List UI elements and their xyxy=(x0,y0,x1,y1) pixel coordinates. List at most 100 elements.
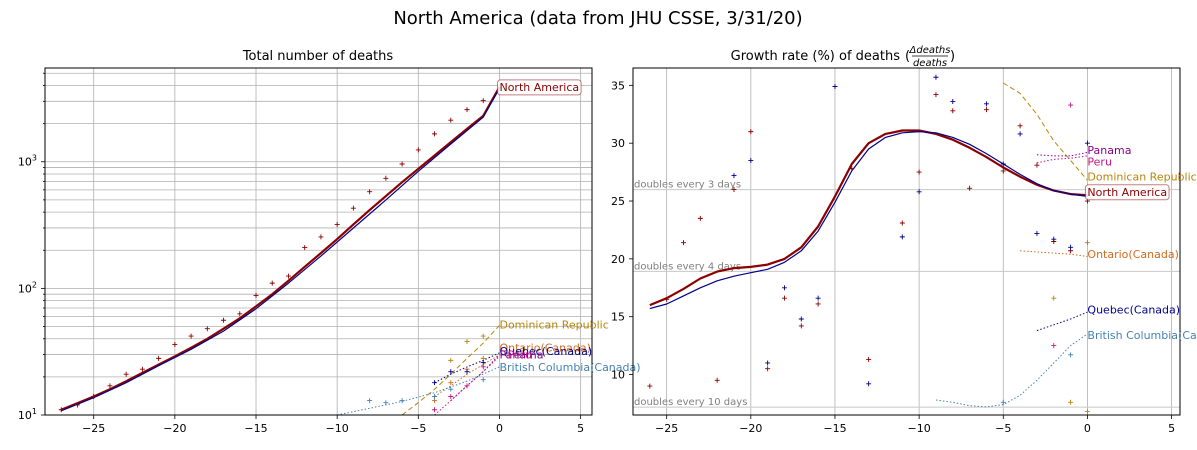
annotation-peru: Peru xyxy=(1087,156,1112,169)
y-tick-label: 20 xyxy=(611,253,625,266)
series-line-british-columbia-canada xyxy=(935,333,1088,408)
growth-rate-grid: doubles every 3 days doubles every 4 days… xyxy=(633,68,1180,415)
annotation-panama: Panama xyxy=(1087,144,1131,157)
data-marker-north-america xyxy=(204,326,210,332)
total-deaths-annotations: North America Dominican Republic Ontario(C… xyxy=(496,79,641,374)
data-marker-north-america xyxy=(448,117,454,123)
data-marker-north-america xyxy=(399,161,405,167)
data-marker-north-america-fit xyxy=(899,234,905,240)
series-line-dominican-republic xyxy=(1003,82,1088,181)
data-marker-north-america xyxy=(748,129,754,135)
data-marker-quebec-canada xyxy=(432,380,438,386)
data-marker-north-america xyxy=(302,245,308,251)
x-tick-label: −10 xyxy=(326,422,349,435)
data-marker-quebec-canada xyxy=(464,369,470,375)
total-deaths-plot xyxy=(58,86,501,415)
data-marker-british-columbia-canada xyxy=(1000,399,1006,405)
data-marker-north-america xyxy=(697,215,703,221)
data-marker-north-america xyxy=(74,402,80,408)
data-marker-dominican-republic xyxy=(464,339,470,345)
annotation-north-america: North America xyxy=(1087,186,1167,199)
data-marker-north-america-fit xyxy=(781,285,787,291)
reference-line-label: doubles every 10 days xyxy=(634,397,747,408)
series-line-north-america-fit xyxy=(60,88,501,412)
growth-rate-ticks: −25 −20 −15 −10 −5 0 5 10 15 20 25 30 35 xyxy=(611,79,1175,435)
data-marker-british-columbia-canada xyxy=(399,398,405,404)
data-marker-british-columbia-canada xyxy=(1068,352,1074,358)
growth-rate-title: Growth rate (%) of deaths xyxy=(731,49,901,64)
data-marker-north-america xyxy=(647,383,653,389)
data-marker-north-america-fit xyxy=(916,189,922,195)
data-marker-north-america-fit xyxy=(731,173,737,179)
data-marker-north-america-fit xyxy=(765,360,771,366)
series-line-peru xyxy=(434,356,500,415)
data-marker-north-america-fit xyxy=(748,158,754,164)
data-marker-dominican-republic xyxy=(1084,409,1090,415)
data-marker-north-america xyxy=(1017,123,1023,129)
reference-line-label: doubles every 4 days xyxy=(634,261,741,272)
y-tick-label: 30 xyxy=(611,137,625,150)
series-line-dominican-republic xyxy=(401,325,500,415)
y-tick-label: 102 xyxy=(18,280,37,295)
data-marker-north-america xyxy=(253,292,259,298)
x-tick-label: 0 xyxy=(1084,422,1091,435)
growth-rate-panel: Growth rate (%) of deaths ( Δdeaths deat… xyxy=(611,45,1197,435)
growth-rate-title-numerator: Δdeaths xyxy=(909,45,951,56)
series-line-panama xyxy=(1036,151,1088,157)
x-tick-label: −25 xyxy=(655,422,678,435)
annotation-box xyxy=(496,79,582,96)
data-marker-peru xyxy=(432,407,438,413)
total-deaths-title: Total number of deaths xyxy=(242,49,394,64)
y-tick-label: 103 xyxy=(18,154,37,169)
annotation-quebec-canada: Quebec(Canada) xyxy=(499,345,592,358)
x-tick-label: −5 xyxy=(995,422,1011,435)
x-tick-label: 5 xyxy=(1168,422,1175,435)
data-marker-north-america xyxy=(933,92,939,98)
annotation-dominican-republic: Dominican Republic xyxy=(499,318,608,331)
reference-line-label: doubles every 3 days xyxy=(634,180,741,191)
x-tick-label: −15 xyxy=(244,422,267,435)
data-marker-north-america xyxy=(731,186,737,192)
data-marker-north-america xyxy=(916,169,922,175)
y-tick-label: 15 xyxy=(611,311,625,324)
data-marker-north-america-fit xyxy=(1034,230,1040,236)
data-marker-north-america-fit xyxy=(866,381,872,387)
series-line-peru xyxy=(1036,155,1088,164)
growth-rate-frame xyxy=(632,67,1181,416)
data-marker-north-america-fit xyxy=(1084,140,1090,146)
data-marker-north-america xyxy=(383,175,389,181)
y-tick-label: 25 xyxy=(611,195,625,208)
series-line-north-america-fit xyxy=(649,131,1088,310)
data-marker-north-america xyxy=(1034,162,1040,168)
data-marker-north-america-fit xyxy=(1000,161,1006,167)
data-marker-peru xyxy=(464,383,470,389)
data-marker-north-america xyxy=(899,220,905,226)
data-marker-north-america xyxy=(91,393,97,399)
data-marker-north-america xyxy=(680,240,686,246)
growth-rate-title-paren-close: ) xyxy=(950,49,955,64)
data-marker-north-america-fit xyxy=(983,101,989,107)
y-tick-label: 35 xyxy=(611,79,625,92)
data-marker-north-america-fit xyxy=(1051,236,1057,242)
series-line-quebec-canada xyxy=(1036,311,1088,332)
data-marker-north-america xyxy=(367,189,373,195)
data-marker-north-america xyxy=(318,234,324,240)
y-tick-label: 10 xyxy=(611,369,625,382)
data-marker-north-america-fit xyxy=(1017,131,1023,137)
data-marker-north-america xyxy=(950,108,956,114)
data-marker-north-america-fit xyxy=(832,84,838,90)
x-tick-label: −20 xyxy=(163,422,186,435)
data-marker-british-columbia-canada xyxy=(367,398,373,404)
total-deaths-ticks: −25 −20 −15 −10 −5 0 5 101 102 103 xyxy=(18,72,584,435)
annotation-north-america: North America xyxy=(499,81,579,94)
data-marker-dominican-republic xyxy=(448,357,454,363)
annotation-british-columbia-canada: British Columbia(Canada) xyxy=(1087,329,1197,342)
annotation-panama: Panama xyxy=(499,349,543,362)
data-marker-north-america xyxy=(664,296,670,302)
data-marker-british-columbia-canada xyxy=(383,400,389,406)
x-tick-label: −25 xyxy=(82,422,105,435)
data-marker-dominican-republic xyxy=(480,333,486,339)
data-marker-ontario-canada xyxy=(448,380,454,386)
data-marker-dominican-republic xyxy=(1051,295,1057,301)
